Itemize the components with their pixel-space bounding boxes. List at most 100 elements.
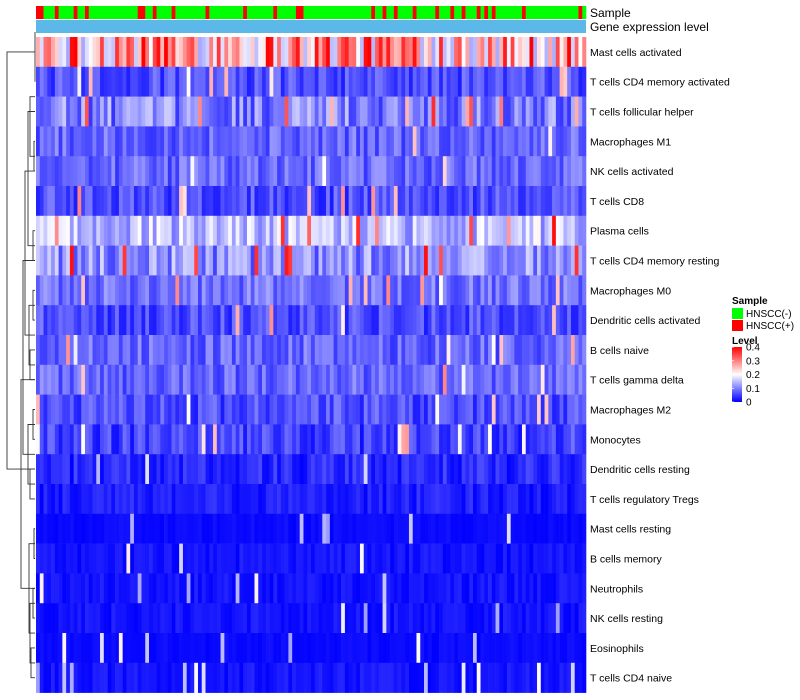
heatmap-cell [378,156,383,187]
heatmap-cell [88,275,93,306]
heatmap-cell [231,156,236,187]
heatmap-cell [122,633,127,664]
heatmap-cell [341,513,346,544]
heatmap-cell [220,454,225,485]
heatmap-cell [216,215,221,246]
heatmap-cell [81,66,86,97]
heatmap-cell [39,275,44,306]
heatmap-cell [326,633,331,664]
heatmap-cell [563,126,568,157]
heatmap-cell [171,394,176,425]
heatmap-cell [118,662,123,693]
heatmap-cell [314,424,319,455]
heatmap-cell [111,66,116,97]
heatmap-cell [476,305,481,336]
sample-cell [118,6,123,19]
heatmap-cell [367,424,372,455]
heatmap-cell [341,662,346,693]
heatmap-cell [156,364,161,395]
heatmap-cell [341,335,346,366]
heatmap-cell [570,424,575,455]
heatmap-cell [224,335,229,366]
heatmap-cell [228,662,233,693]
heatmap-cell [371,186,376,217]
heatmap-cell [194,96,199,127]
heatmap-cell [333,484,338,515]
heatmap-cell [488,186,493,217]
heatmap-cell [552,364,557,395]
heatmap-cell [510,37,515,68]
heatmap-cell [88,633,93,664]
heatmap-cell [141,335,146,366]
heatmap-cell [397,662,402,693]
heatmap-cell [465,454,470,485]
heatmap-cell [273,424,278,455]
heatmap-cell [201,305,206,336]
heatmap-cell [386,275,391,306]
heatmap-cell [224,543,229,574]
heatmap-cell [115,335,120,366]
heatmap-cell [133,156,139,187]
heatmap-cell [442,573,447,604]
heatmap-cell [521,156,527,187]
heatmap-cell [194,275,199,306]
heatmap-cell [533,126,538,157]
heatmap-cell [401,573,406,604]
legend-level-tick: 0.3 [746,356,760,367]
heatmap-cell [533,573,538,604]
heatmap-cell [397,633,402,664]
heatmap-cell [273,37,278,68]
heatmap-cell [182,633,187,664]
sample-cell [555,6,560,19]
heatmap-cell [559,66,564,97]
heatmap-cell [540,513,545,544]
heatmap-cell [375,513,380,544]
heatmap-cell [262,126,267,157]
heatmap-cell [288,394,293,425]
heatmap-cell [510,513,515,544]
heatmap-cell [277,335,282,366]
heatmap-cell [175,394,180,425]
heatmap-cell [442,215,447,246]
sample-cell [216,6,221,19]
heatmap-cell [197,573,203,604]
heatmap-cell [269,633,274,664]
heatmap-cell [273,394,278,425]
heatmap-cell [329,96,334,127]
heatmap-cell [122,186,127,217]
heatmap-cell [446,156,451,187]
heatmap-cell [359,603,365,634]
heatmap-cell [220,603,225,634]
heatmap-cell [179,335,184,366]
heatmap-cell [254,662,259,693]
heatmap-cell [450,513,455,544]
heatmap-cell [258,305,263,336]
heatmap-cell [186,245,191,276]
heatmap-cell [307,96,312,127]
heatmap-cell [506,96,511,127]
heatmap-cell [118,424,123,455]
heatmap-cell [111,245,116,276]
heatmap-cell [209,215,214,246]
heatmap-cell [288,66,293,97]
heatmap-cell [235,37,240,68]
heatmap-cell [555,126,560,157]
heatmap-cell [518,215,523,246]
heatmap-cell [574,424,579,455]
heatmap-cell [514,96,519,127]
heatmap-cell [465,37,470,68]
heatmap-cell [555,454,560,485]
heatmap-cell [582,633,587,664]
heatmap-cell [137,603,142,634]
heatmap-cell [250,275,255,306]
heatmap-cell [465,633,470,664]
heatmap-cell [213,364,218,395]
heatmap-cell [333,513,338,544]
heatmap-cell [107,335,112,366]
heatmap-cell [96,126,101,157]
sample-annotation-bar [36,6,587,19]
heatmap-cell [382,454,387,485]
heatmap-cell [367,37,372,68]
heatmap-cell [224,275,229,306]
heatmap-cell [280,215,285,246]
